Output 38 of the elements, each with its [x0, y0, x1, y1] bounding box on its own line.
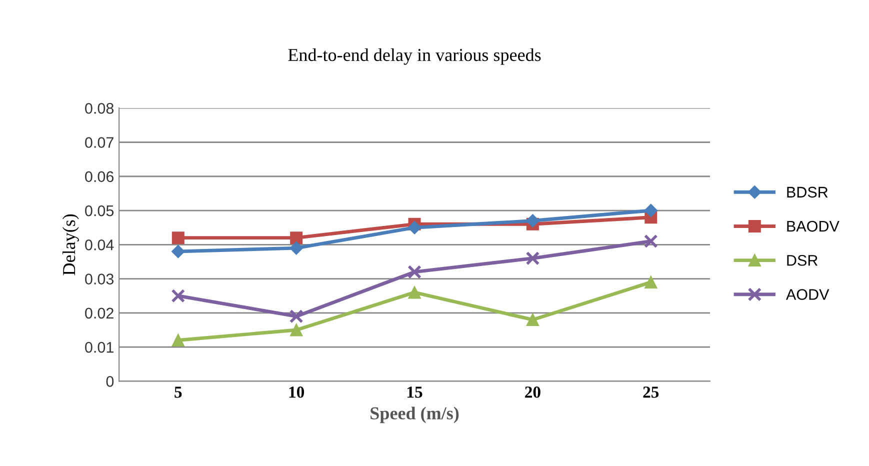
- point: [172, 244, 185, 258]
- y-tick-label: 0.02: [85, 308, 114, 319]
- legend-label: BAODV: [787, 220, 840, 232]
- legend-label: BDSR: [787, 186, 828, 198]
- point: [290, 241, 303, 255]
- point: [408, 220, 422, 234]
- point: [526, 214, 540, 228]
- y-tick-label: 0.03: [85, 274, 114, 284]
- point: [408, 265, 422, 279]
- point: [644, 234, 658, 248]
- point: [172, 232, 184, 244]
- point: [290, 324, 303, 336]
- point: [289, 309, 304, 324]
- y-tick-label: 0.04: [85, 240, 114, 250]
- x-axis-title: Speed (m/s): [370, 406, 459, 424]
- point: [644, 276, 658, 288]
- legend-label: DSR: [787, 254, 818, 266]
- y-tick-label: 0.06: [85, 171, 114, 182]
- point: [290, 232, 303, 244]
- point: [526, 251, 540, 266]
- x-tick-label: 10: [289, 386, 304, 398]
- point: [644, 204, 658, 218]
- point: [171, 288, 186, 303]
- point: [408, 286, 421, 299]
- x-tick-label: 5: [174, 386, 182, 398]
- y-tick-label: 0: [106, 376, 114, 387]
- point: [526, 313, 539, 326]
- legend-label: AODV: [786, 289, 830, 300]
- x-tick-label: 15: [408, 386, 422, 398]
- point: [172, 334, 184, 346]
- chart-title: End-to-end delay in various speeds: [288, 48, 541, 65]
- y-tick-label: 0.08: [85, 102, 114, 114]
- y-tick-label: 0.07: [85, 137, 114, 148]
- x-tick-label: 25: [643, 386, 659, 398]
- y-tick-label: 0.01: [85, 342, 114, 353]
- y-tick-label: 0.05: [85, 205, 114, 216]
- x-tick-label: 20: [525, 386, 540, 398]
- y-axis-title: Delay(s): [62, 214, 79, 276]
